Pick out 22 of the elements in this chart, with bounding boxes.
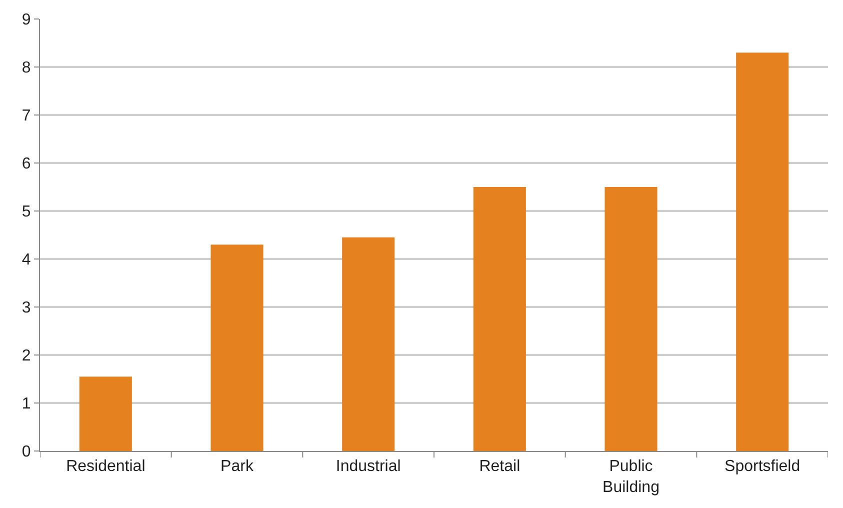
x-tick-label: Park bbox=[220, 458, 254, 476]
y-tick-label: 1 bbox=[22, 396, 31, 413]
x-tick-label: Residential bbox=[66, 458, 146, 476]
bar bbox=[604, 187, 658, 451]
y-tick-label: 6 bbox=[22, 156, 31, 173]
bar bbox=[210, 244, 264, 451]
y-tick-label: 5 bbox=[22, 204, 31, 221]
x-tick-label: Public Building bbox=[602, 458, 660, 496]
bar bbox=[342, 237, 395, 451]
y-tick-label: 8 bbox=[22, 60, 31, 77]
y-tick-label: 4 bbox=[22, 252, 31, 269]
y-tick-label: 2 bbox=[22, 348, 31, 365]
y-tick-label: 9 bbox=[22, 12, 31, 29]
bar bbox=[736, 52, 789, 451]
x-tick-label: Industrial bbox=[336, 458, 401, 476]
bar bbox=[79, 376, 132, 451]
y-tick-label: 7 bbox=[22, 108, 31, 125]
x-tick-label: Retail bbox=[479, 458, 520, 476]
bar bbox=[473, 187, 526, 451]
y-tick-label: 0 bbox=[22, 444, 31, 461]
x-tick-label: Sportsfield bbox=[724, 458, 800, 476]
y-tick-label: 3 bbox=[22, 300, 31, 317]
